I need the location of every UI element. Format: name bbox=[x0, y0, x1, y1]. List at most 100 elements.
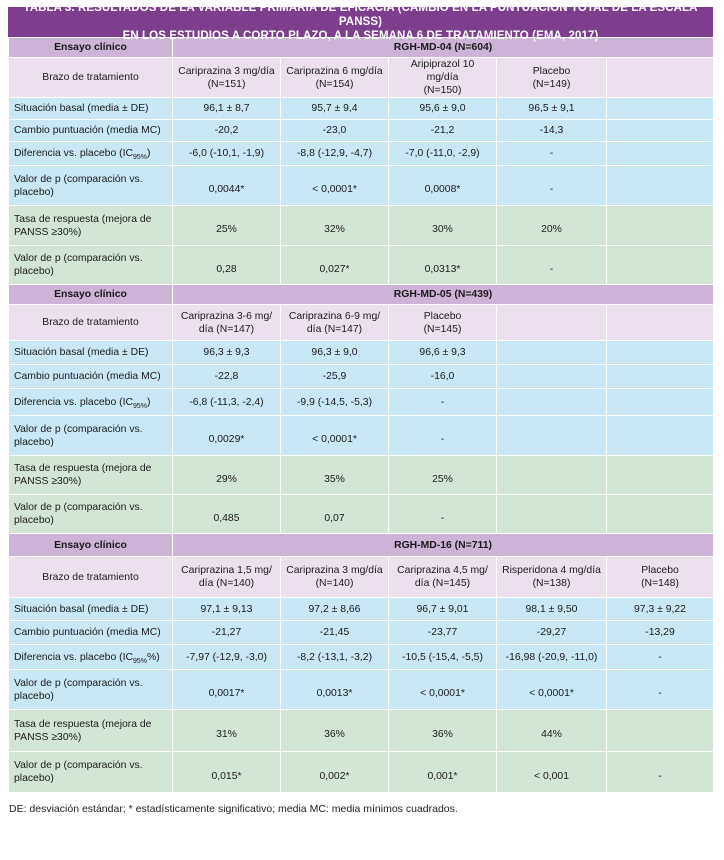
pval-value: < 0,0001* bbox=[280, 165, 389, 206]
dif-value: -8,8 (-12,9, -4,7) bbox=[280, 141, 389, 166]
results-table: Ensayo clínico RGH-MD-04 (N=604) Brazo de … bbox=[8, 37, 714, 793]
pval-value: < 0,0001* bbox=[496, 669, 607, 710]
pval-value: < 0,0001* bbox=[280, 415, 389, 456]
tasa-value: 20% bbox=[496, 205, 607, 246]
table-container: TABLA 3. RESULTADOS DE LA VARIABLE PRIMA… bbox=[8, 2, 714, 815]
pval-label: Valor de p (comparación vs. placebo) bbox=[8, 669, 173, 710]
arm-cell: Cariprazina 6 mg/día (N=154) bbox=[280, 57, 389, 98]
arm-n: (N=145) bbox=[423, 323, 462, 335]
cambio-value bbox=[606, 119, 714, 142]
pval2-label: Valor de p (comparación vs. placebo) bbox=[8, 245, 173, 285]
tasa-row: Tasa de respuesta (mejora de PANSS ≥30%)… bbox=[8, 205, 714, 246]
dif-label: Diferencia vs. placebo (IC95%) bbox=[8, 388, 173, 416]
pval2-value: - bbox=[606, 751, 714, 793]
arm-cell: Cariprazina 3-6 mg/día (N=147) bbox=[172, 304, 281, 341]
cambio-value: -21,27 bbox=[172, 620, 281, 645]
tasa-value bbox=[606, 709, 714, 752]
study-header-row: Ensayo clínico RGH-MD-16 (N=711) bbox=[8, 533, 714, 557]
tasa-value: 25% bbox=[388, 455, 497, 495]
arm-row: Brazo de tratamiento Cariprazina 1,5 mg/d… bbox=[8, 556, 714, 598]
tasa-value: 36% bbox=[280, 709, 389, 752]
ic-subscript: 95% bbox=[132, 657, 147, 665]
tasa-label: Tasa de respuesta (mejora de PANSS ≥30%) bbox=[8, 709, 173, 752]
arm-cell: Risperidona 4 mg/día (N=138) bbox=[496, 556, 607, 598]
basal-value bbox=[496, 340, 607, 365]
pval2-value bbox=[496, 494, 607, 534]
arm-n: día (N=147) bbox=[198, 323, 255, 335]
arm-cell bbox=[606, 304, 714, 341]
cambio-value: -23,0 bbox=[280, 119, 389, 142]
tasa-value: 29% bbox=[172, 455, 281, 495]
arm-cell: Cariprazina 6-9 mg/día (N=147) bbox=[280, 304, 389, 341]
tasa-value: 35% bbox=[280, 455, 389, 495]
pval-value: 0,0029* bbox=[172, 415, 281, 456]
basal-value: 96,6 ± 9,3 bbox=[388, 340, 497, 365]
dif-value bbox=[496, 388, 607, 416]
pval-row: Valor de p (comparación vs. placebo) 0,00… bbox=[8, 415, 714, 456]
cambio-value: -16,0 bbox=[388, 364, 497, 389]
basal-value bbox=[606, 97, 714, 120]
ensayo-label: Ensayo clínico bbox=[8, 284, 173, 305]
dif-label-prefix: Diferencia vs. placebo (IC bbox=[14, 651, 133, 663]
dif-label-suffix: ) bbox=[146, 396, 151, 408]
pval2-value bbox=[606, 245, 714, 285]
study-header-row: Ensayo clínico RGH-MD-04 (N=604) bbox=[8, 37, 714, 58]
cambio-value: -21,45 bbox=[280, 620, 389, 645]
tasa-value: 44% bbox=[496, 709, 607, 752]
basal-value: 98,1 ± 9,50 bbox=[496, 597, 607, 621]
study-name: RGH-MD-05 (N=439) bbox=[172, 284, 714, 305]
basal-value: 97,3 ± 9,22 bbox=[606, 597, 714, 621]
pval2-value: 0,001* bbox=[388, 751, 497, 793]
basal-label: Situación basal (media ± DE) bbox=[8, 97, 173, 120]
pval-value: - bbox=[496, 165, 607, 206]
arm-row: Brazo de tratamiento Cariprazina 3 mg/día… bbox=[8, 57, 714, 98]
dif-value: - bbox=[496, 141, 607, 166]
arm-row: Brazo de tratamiento Cariprazina 3-6 mg/d… bbox=[8, 304, 714, 341]
pval2-value bbox=[606, 494, 714, 534]
dif-label-prefix: Diferencia vs. placebo (IC bbox=[14, 396, 133, 408]
arm-cell: Placebo (N=148) bbox=[606, 556, 714, 598]
pval-value: 0,0044* bbox=[172, 165, 281, 206]
arm-name: Cariprazina 6-9 mg/ bbox=[288, 310, 381, 322]
arm-n: (N=151) bbox=[207, 78, 246, 90]
cambio-label: Cambio puntuación (media MC) bbox=[8, 364, 173, 389]
cambio-value: -20,2 bbox=[172, 119, 281, 142]
arm-name: Placebo bbox=[532, 65, 571, 77]
pval2-label: Valor de p (comparación vs. placebo) bbox=[8, 494, 173, 534]
dif-row: Diferencia vs. placebo (IC95%) -6,0 (-10,… bbox=[8, 141, 714, 166]
arm-n: (N=154) bbox=[315, 78, 354, 90]
cambio-value: -29,27 bbox=[496, 620, 607, 645]
arm-name: Aripiprazol 10 mg/día bbox=[410, 59, 475, 83]
cambio-label: Cambio puntuación (media MC) bbox=[8, 620, 173, 645]
arm-name: Cariprazina 1,5 mg/ bbox=[181, 565, 272, 576]
pval-value: - bbox=[606, 669, 714, 710]
basal-value: 96,5 ± 9,1 bbox=[496, 97, 607, 120]
dif-value: -16,98 (-20,9, -11,0) bbox=[496, 644, 607, 670]
basal-value: 96,3 ± 9,3 bbox=[172, 340, 281, 365]
arm-cell: Cariprazina 4,5 mg/día (N=145) bbox=[388, 556, 497, 598]
arm-cell: Placebo (N=145) bbox=[388, 304, 497, 341]
tasa-label: Tasa de respuesta (mejora de PANSS ≥30%) bbox=[8, 205, 173, 246]
arm-name: Placebo bbox=[423, 310, 462, 322]
arm-n: (N=148) bbox=[641, 578, 679, 589]
arm-name: Cariprazina 4,5 mg/ bbox=[397, 565, 488, 576]
brazo-label: Brazo de tratamiento bbox=[8, 556, 173, 598]
ic-subscript: 95% bbox=[132, 154, 147, 162]
basal-row: Situación basal (media ± DE) 97,1 ± 9,13 9… bbox=[8, 597, 714, 621]
dif-row: Diferencia vs. placebo (IC95%%) -7,97 (-1… bbox=[8, 644, 714, 670]
pval-row: Valor de p (comparación vs. placebo) 0,00… bbox=[8, 165, 714, 206]
pval-value bbox=[496, 415, 607, 456]
basal-value bbox=[606, 340, 714, 365]
dif-value: - bbox=[388, 388, 497, 416]
pval2-value: - bbox=[388, 494, 497, 534]
basal-value: 97,2 ± 8,66 bbox=[280, 597, 389, 621]
tasa-value: 31% bbox=[172, 709, 281, 752]
cambio-row: Cambio puntuación (media MC) -21,27 -21,45… bbox=[8, 620, 714, 645]
pval-value: - bbox=[388, 415, 497, 456]
title-line-2: EN LOS ESTUDIOS A CORTO PLAZO, A LA SEMA… bbox=[122, 30, 599, 42]
pval2-value: 0,027* bbox=[280, 245, 389, 285]
cambio-value bbox=[606, 364, 714, 389]
pval2-value: 0,015* bbox=[172, 751, 281, 793]
dif-value: -6,8 (-11,3, -2,4) bbox=[172, 388, 281, 416]
tasa-value bbox=[606, 205, 714, 246]
